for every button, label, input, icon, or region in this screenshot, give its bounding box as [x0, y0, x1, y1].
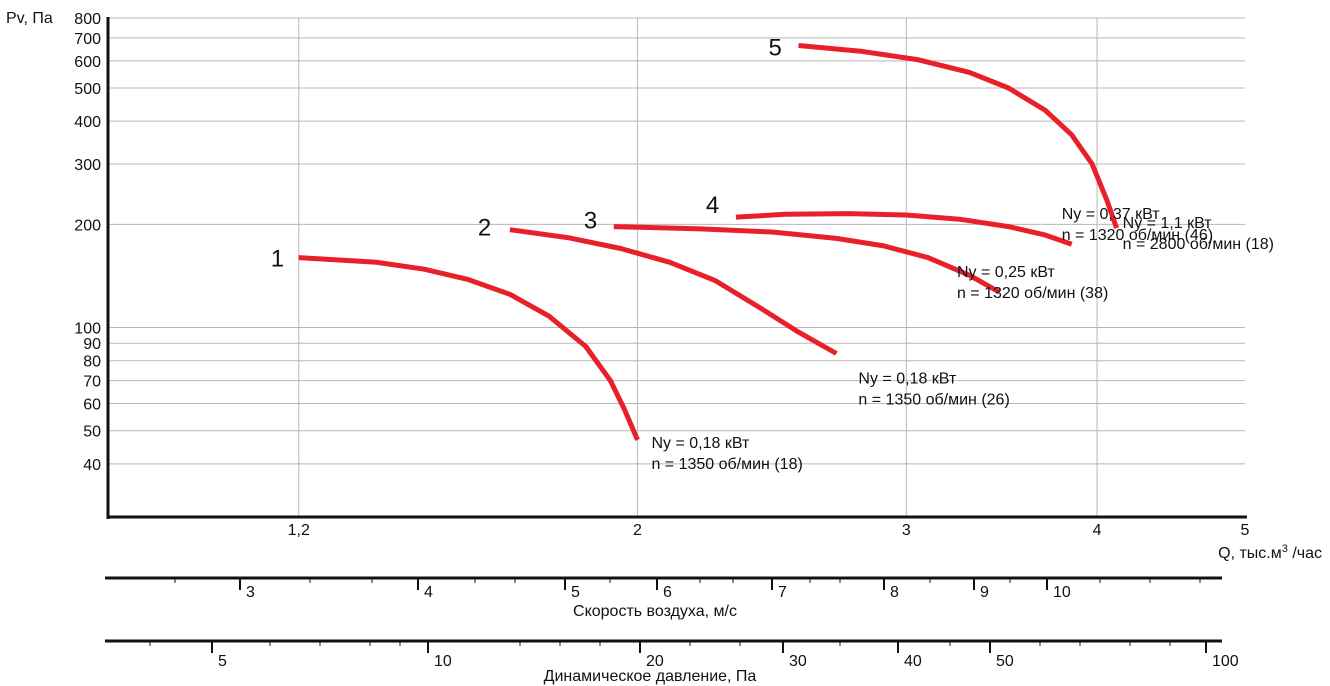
y-tick-label: 70: [83, 374, 101, 391]
curve-speed-label-1: n = 1350 об/мин (18): [651, 456, 802, 473]
y-tick-label: 40: [83, 457, 101, 474]
velocity-scale-title: Скорость воздуха, м/с: [573, 603, 737, 620]
x-tick-label: 5: [1241, 522, 1250, 539]
curve-speed-label-5: n = 2800 об/мин (18): [1123, 236, 1274, 253]
y-tick-label: 400: [74, 114, 101, 131]
x-tick-labels: 1,2 2 3 4 5: [288, 522, 1250, 539]
curve-power-label-3: Ny = 0,25 кВт: [957, 264, 1056, 281]
curve-speed-label-3: n = 1320 об/мин (38): [957, 285, 1108, 302]
y-tick-label: 300: [74, 157, 101, 174]
velocity-tick-label: 4: [424, 584, 433, 601]
pressure-tick-label: 50: [996, 653, 1014, 670]
curve-number-1: 1: [271, 246, 284, 273]
y-tick-label: 50: [83, 424, 101, 441]
velocity-tick-label: 3: [246, 584, 255, 601]
x-tick-label: 4: [1093, 522, 1102, 539]
curve-power-label-2: Ny = 0,18 кВт: [858, 370, 957, 387]
curve-power-label-5: Ny = 1,1 кВт: [1123, 215, 1213, 232]
y-axis-label: Pv, Па: [6, 10, 53, 27]
curve-number-2: 2: [478, 215, 491, 242]
x-axis-label: Q, тыс.м3 /час: [1218, 543, 1322, 562]
curve-3: [613, 224, 1001, 295]
velocity-tick-label: 7: [778, 584, 787, 601]
y-tick-label: 90: [83, 336, 101, 353]
y-tick-label: 500: [74, 81, 101, 98]
pressure-tick-label: 100: [1212, 653, 1239, 670]
curves: [298, 43, 1119, 441]
pressure-tick-label: 10: [434, 653, 452, 670]
y-tick-label: 100: [74, 321, 101, 338]
pressure-tick-label: 30: [789, 653, 807, 670]
curve-2: [509, 227, 838, 356]
x-tick-label: 2: [633, 522, 642, 539]
velocity-tick-label: 8: [890, 584, 899, 601]
curve-number-3: 3: [584, 208, 597, 235]
velocity-scale: Скорость воздуха, м/с 3 4 5 6 7 8 9 10: [105, 576, 1222, 620]
pressure-scale: Динамическое давление, Па 5 10 20 30 40 50 100: [105, 639, 1239, 685]
y-tick-label: 60: [83, 397, 101, 414]
velocity-tick-label: 9: [980, 584, 989, 601]
curve-number-5: 5: [769, 35, 782, 62]
y-tick-label: 200: [74, 217, 101, 234]
velocity-tick-label: 6: [663, 584, 672, 601]
curve-power-label-1: Ny = 0,18 кВт: [651, 435, 750, 452]
curve-speed-label-4: n = 1320 об/мин (46): [1062, 227, 1213, 244]
y-tick-label: 700: [74, 31, 101, 48]
y-tick-label: 600: [74, 54, 101, 71]
axis-layer: Pv, Па Q, тыс.м3 /час: [6, 10, 1322, 562]
curve-5: [798, 43, 1119, 229]
curve-power-label-4: Ny = 0,37 кВт: [1062, 206, 1161, 223]
curve-speed-label-2: n = 1350 об/мин (26): [858, 391, 1009, 408]
pressure-tick-label: 40: [904, 653, 922, 670]
grid-layer: [108, 17, 1245, 517]
curve-labels: 1 Ny = 0,18 кВт n = 1350 об/мин (18) 2 Ny = …: [271, 35, 1274, 473]
velocity-tick-label: 10: [1053, 584, 1071, 601]
curve-4: [735, 211, 1073, 247]
curve-1: [298, 255, 640, 441]
pressure-scale-title: Динамическое давление, Па: [544, 668, 757, 685]
y-tick-label: 800: [74, 11, 101, 28]
pressure-tick-label: 5: [218, 653, 227, 670]
y-tick-label: 80: [83, 354, 101, 371]
x-tick-label: 1,2: [288, 522, 310, 539]
curve-number-4: 4: [706, 192, 719, 219]
pressure-tick-label: 20: [646, 653, 664, 670]
velocity-tick-label: 5: [571, 584, 580, 601]
x-tick-label: 3: [902, 522, 911, 539]
